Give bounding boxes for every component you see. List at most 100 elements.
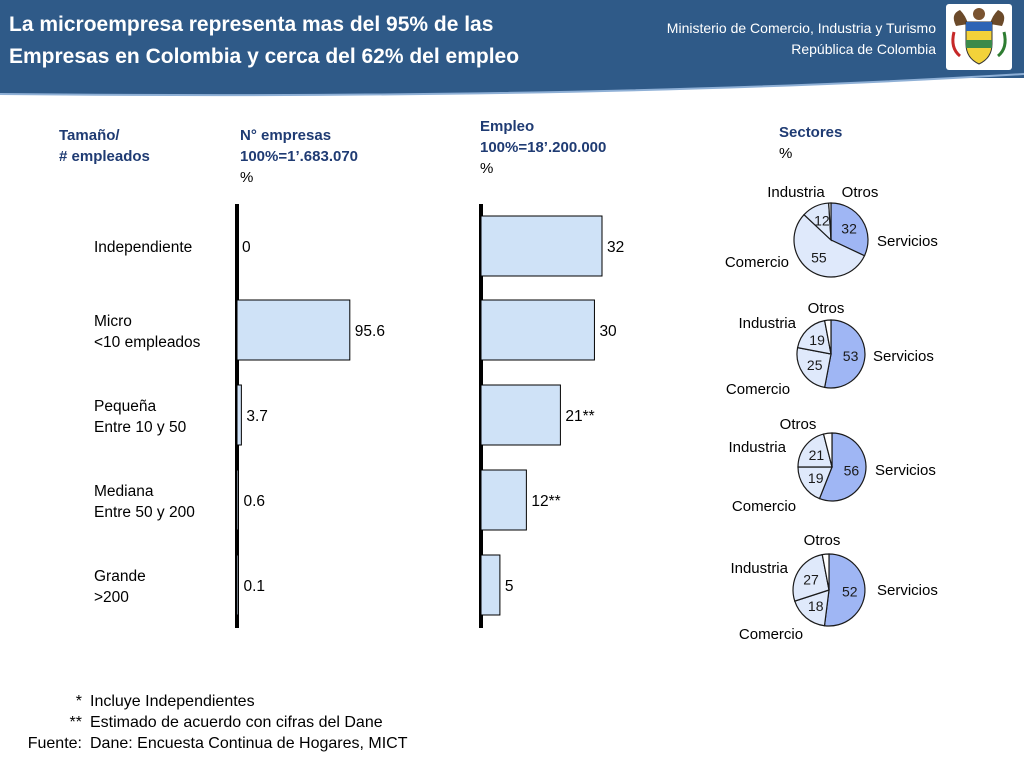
firms-bar	[236, 554, 239, 616]
firms-bar	[236, 469, 239, 531]
slide-title-line-2: Empresas en Colombia y cerca del 62% del…	[9, 45, 520, 68]
employment-value-label: 21**	[565, 408, 594, 425]
pie-slice-value: 19	[808, 470, 824, 486]
pie-slice-servicios	[823, 319, 866, 389]
firms-header-line-1: N° empresas	[240, 127, 332, 144]
pie-slice-value: 21	[809, 447, 825, 463]
footnote-text: Estimado de acuerdo con cifras del Dane	[90, 714, 383, 731]
header-curve	[0, 60, 1024, 97]
pie-slice-industria	[796, 319, 832, 355]
pie-slice-servicios	[830, 202, 869, 257]
employment-bar	[480, 215, 603, 277]
pie-slice-value: 32	[841, 221, 857, 237]
pie-slice-value: 18	[808, 598, 824, 614]
category-label: Mediana Entre 50 y 200	[94, 481, 195, 523]
pie-sector-label: Comercio	[739, 626, 803, 643]
pie-slice-otros	[822, 432, 833, 468]
category-label: Independiente	[94, 237, 192, 258]
footnote-text: Incluye Independientes	[90, 693, 255, 710]
pie-sector-label: Servicios	[877, 582, 938, 599]
pie-sector-label: Servicios	[873, 348, 934, 365]
category-range: >200	[94, 589, 129, 606]
pie-slice-comercio	[797, 466, 833, 500]
size-header-line-2: # empleados	[59, 148, 150, 165]
pie-slice-value: 27	[803, 571, 819, 587]
pie-slice-value: 52	[842, 583, 858, 599]
pie-slice-value: 25	[807, 357, 823, 373]
firms-value-label: 95.6	[355, 323, 385, 340]
category-label: Micro <10 empleados	[94, 311, 200, 353]
sectors-header-line-1: Sectores	[779, 124, 843, 141]
pie-sector-label: Comercio	[725, 254, 789, 271]
source-label: Fuente:	[27, 735, 82, 752]
pie-sector-label: Industria	[738, 315, 796, 332]
firms-value-label: 0.1	[244, 578, 266, 595]
pie-slice-otros	[828, 202, 832, 241]
firms-column-header: N° empresas 100%=1’.683.070 %	[240, 125, 358, 188]
pie-slice-value: 56	[844, 463, 860, 479]
pie-sector-label: Comercio	[726, 381, 790, 398]
category-range: Entre 10 y 50	[94, 419, 187, 436]
employment-header-line-2: 100%=18’.200.000	[480, 139, 607, 156]
employment-value-label: 12**	[531, 493, 560, 510]
pie-sector-label: Industria	[730, 560, 788, 577]
footnote-mark: **	[69, 714, 82, 731]
category-name: Pequeña	[94, 398, 157, 415]
employment-value-label: 5	[505, 578, 514, 595]
firms-value-label: 3.7	[246, 408, 268, 425]
coat-of-arms-icon	[946, 4, 1012, 70]
size-column-header: Tamaño/ # empleados	[59, 125, 150, 167]
ministry-name: Ministerio de Comercio, Industria y Turi…	[666, 20, 936, 36]
employment-column-header: Empleo 100%=18’.200.000 %	[480, 116, 606, 179]
pie-slice-otros	[821, 553, 830, 591]
slide-title-line-1: La microempresa representa mas del 95% d…	[9, 13, 494, 36]
pie-slice-servicios	[823, 553, 866, 627]
pie-slice-industria	[797, 433, 833, 468]
pie-slice-otros	[823, 319, 832, 355]
pie-slice-value: 19	[809, 332, 825, 348]
pie-slice-servicios	[818, 432, 867, 502]
pie-slice-comercio	[796, 346, 832, 389]
firms-bar	[236, 384, 242, 446]
employment-value-label: 32	[607, 239, 624, 256]
category-label: Pequeña Entre 10 y 50	[94, 396, 186, 438]
pie-sector-label: Otros	[842, 184, 879, 201]
firms-header-unit: %	[240, 169, 254, 186]
size-header-line-1: Tamaño/	[59, 127, 120, 144]
pie-slice-industria	[792, 553, 830, 602]
pie-slice-value: 53	[843, 348, 859, 364]
category-name: Mediana	[94, 483, 154, 500]
pie-slice-value: 12	[814, 213, 830, 229]
employment-bar	[480, 469, 527, 531]
employment-header-line-1: Empleo	[480, 118, 535, 135]
pie-sector-label: Otros	[808, 300, 845, 317]
firms-value-label: 0	[242, 239, 251, 256]
pie-sector-label: Industria	[767, 184, 825, 201]
employment-value-label: 30	[599, 323, 617, 340]
pie-slice-comercio	[793, 213, 866, 278]
category-label: Grande >200	[94, 566, 146, 608]
pie-sector-label: Servicios	[875, 462, 936, 479]
pie-sector-label: Otros	[804, 532, 841, 549]
pie-sector-label: Industria	[728, 439, 786, 456]
category-name: Independiente	[94, 239, 193, 256]
firms-bar	[236, 299, 351, 361]
footnote-mark: *	[75, 693, 82, 710]
pie-sector-label: Comercio	[732, 498, 796, 515]
category-name: Grande	[94, 568, 146, 585]
source-text: Dane: Encuesta Continua de Hogares, MICT	[90, 735, 408, 752]
pie-slice-value: 55	[811, 250, 827, 266]
pie-sector-label: Otros	[780, 416, 817, 433]
category-range: <10 empleados	[94, 334, 201, 351]
firms-value-label: 0.6	[244, 493, 266, 510]
firms-header-line-2: 100%=1’.683.070	[240, 148, 359, 165]
employment-bar	[480, 384, 561, 446]
employment-bar	[480, 554, 501, 616]
pie-sector-label: Servicios	[877, 233, 938, 250]
republic-name: República de Colombia	[791, 41, 936, 57]
category-range: Entre 50 y 200	[94, 504, 195, 521]
employment-bar	[480, 299, 595, 361]
sectors-header-unit: %	[779, 145, 793, 162]
sectors-column-header: Sectores %	[779, 122, 842, 164]
